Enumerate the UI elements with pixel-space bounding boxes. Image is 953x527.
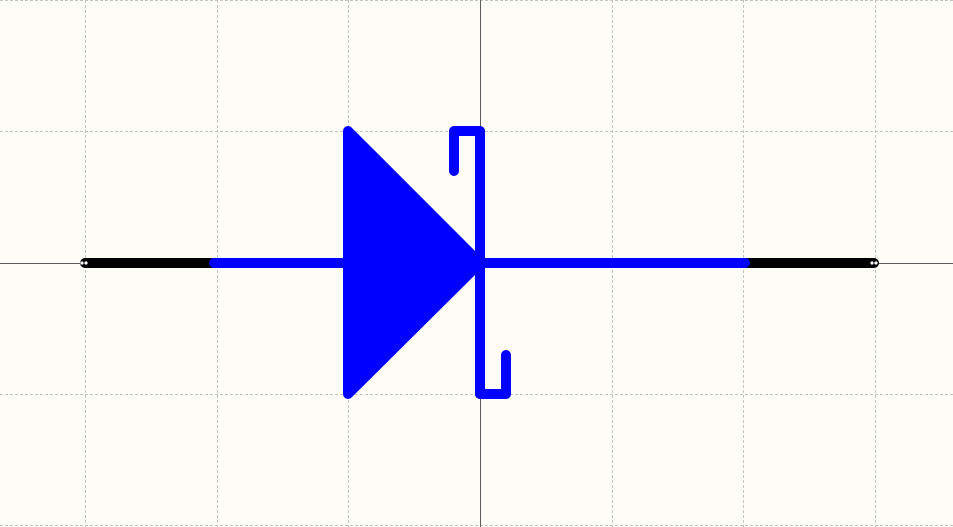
zener-bend-bottom xyxy=(475,350,511,399)
anode-pin-end-dot xyxy=(84,261,88,265)
zener-diode-symbol[interactable] xyxy=(209,126,750,399)
cathode-pin-end-dot xyxy=(874,261,878,265)
diode-triangle xyxy=(343,126,485,399)
cathode-pin[interactable] xyxy=(740,258,879,268)
zener-bend-top xyxy=(449,126,485,176)
cathode-pin-end-dot xyxy=(870,261,874,265)
anode-pin[interactable] xyxy=(80,258,219,268)
anode-pin-end-dot xyxy=(80,261,84,265)
